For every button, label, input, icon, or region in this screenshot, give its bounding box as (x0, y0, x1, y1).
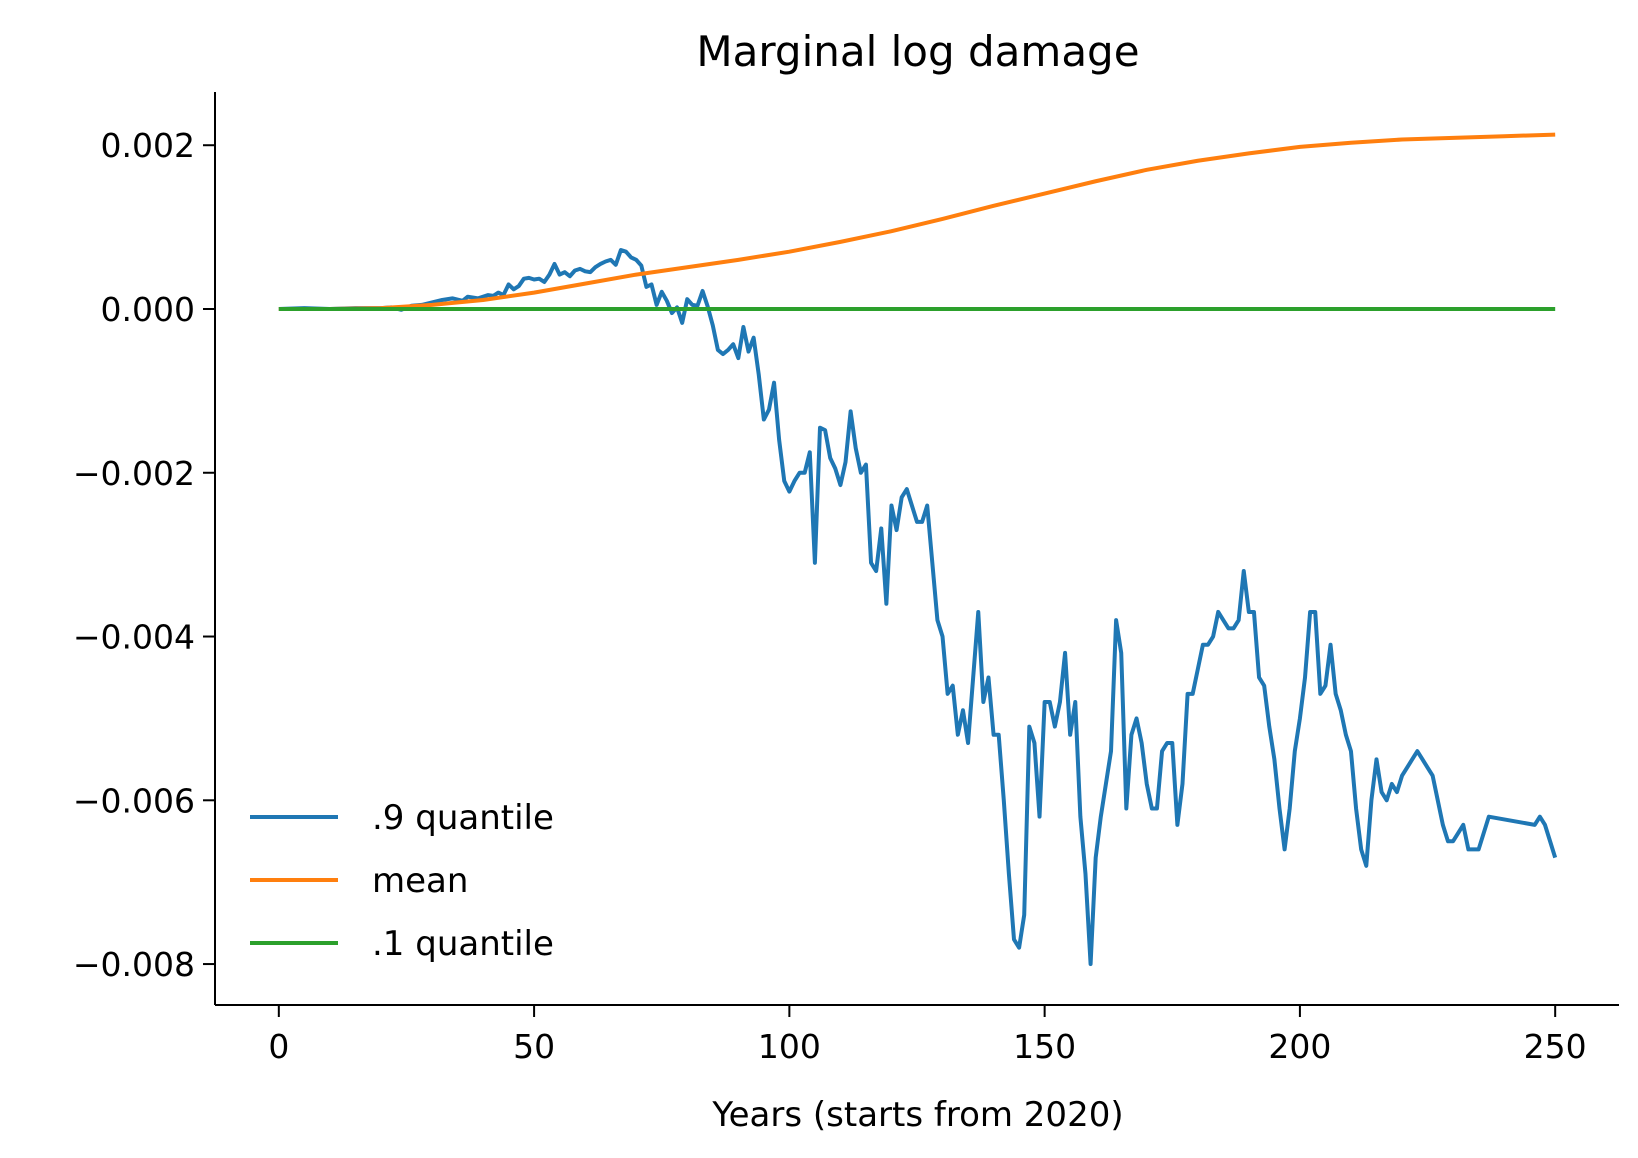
x-tick-label: 150 (1013, 1027, 1076, 1066)
y-tick-label: 0.002 (101, 126, 195, 165)
x-tick-label: 50 (513, 1027, 555, 1066)
x-axis-label: Years (starts from 2020) (711, 1095, 1123, 1135)
x-tick-label: 0 (268, 1027, 289, 1066)
x-tick-label: 100 (758, 1027, 821, 1066)
x-tick-label: 200 (1268, 1027, 1331, 1066)
y-tick-label: −0.004 (73, 618, 195, 657)
y-ticks: 0.002 0.000 −0.002 −0.004 −0.006 −0.008 (73, 126, 215, 984)
legend: .9 quantile mean .1 quantile (250, 798, 554, 964)
y-tick-label: 0.000 (101, 290, 195, 329)
series-line-0 (278, 248, 1558, 967)
plot-lines (278, 132, 1558, 967)
x-tick-label: 250 (1524, 1027, 1587, 1066)
series-line-1 (278, 132, 1556, 311)
legend-label: mean (372, 861, 468, 901)
x-ticks: 0 50 100 150 200 250 (268, 1005, 1587, 1066)
legend-label: .9 quantile (372, 798, 554, 838)
y-tick-label: −0.006 (73, 781, 195, 820)
y-tick-label: −0.008 (73, 945, 195, 984)
chart-title: Marginal log damage (696, 27, 1139, 76)
legend-label: .1 quantile (372, 924, 554, 964)
y-tick-label: −0.002 (73, 454, 195, 493)
